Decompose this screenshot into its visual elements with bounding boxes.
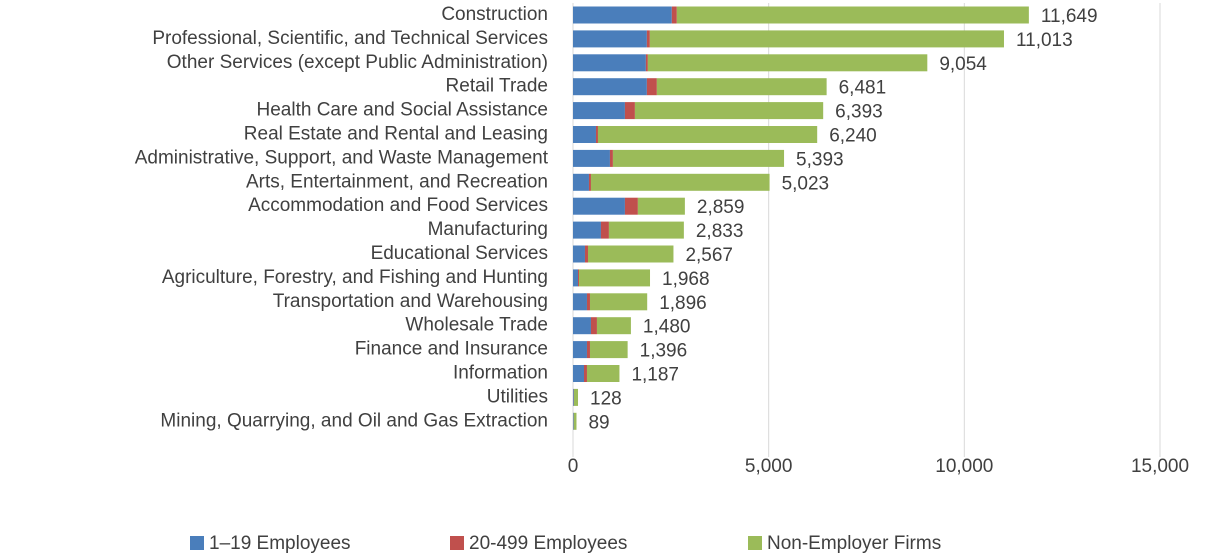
bar-segment xyxy=(656,78,827,96)
total-label: 128 xyxy=(590,388,622,409)
bar-segment xyxy=(608,221,684,239)
category-label: Real Estate and Rental and Leasing xyxy=(244,124,548,145)
bar-segment xyxy=(597,126,818,143)
category-label: Transportation and Warehousing xyxy=(273,291,548,312)
bar-segment xyxy=(584,245,588,263)
total-label: 1,480 xyxy=(643,317,691,338)
bar-segment xyxy=(573,54,646,72)
total-label: 9,054 xyxy=(939,54,987,75)
bar-segment xyxy=(573,412,574,430)
bar-segment xyxy=(573,30,647,48)
bar-segment xyxy=(573,317,591,335)
total-label: 6,240 xyxy=(829,126,877,147)
bar-segment xyxy=(573,341,587,359)
bar-segment xyxy=(624,197,638,215)
bar-segment xyxy=(586,341,590,359)
total-label: 11,013 xyxy=(1016,30,1073,51)
bar-segment xyxy=(573,245,585,263)
bar-segment xyxy=(595,126,598,143)
total-label: 5,393 xyxy=(796,149,844,170)
total-label: 6,393 xyxy=(835,102,883,123)
bar-segment xyxy=(634,102,824,120)
total-label: 1,896 xyxy=(659,293,707,314)
total-label: 5,023 xyxy=(782,173,830,194)
category-label: Wholesale Trade xyxy=(405,315,548,336)
bar-segment xyxy=(573,269,579,287)
legend-label: 1–19 Employees xyxy=(209,533,351,554)
category-label: Retail Trade xyxy=(446,76,548,97)
bar-segment xyxy=(671,6,677,24)
bar-segment xyxy=(586,293,590,311)
bar-segment xyxy=(600,221,609,239)
category-label: Educational Services xyxy=(371,243,548,264)
category-label: Agriculture, Forestry, and Fishing and H… xyxy=(162,267,548,288)
category-label: Health Care and Social Assistance xyxy=(257,100,549,121)
legend-swatch xyxy=(190,536,204,550)
bar-segment xyxy=(590,173,770,191)
total-label: 6,481 xyxy=(839,78,887,99)
total-label: 2,567 xyxy=(685,245,733,266)
bar-segment xyxy=(573,388,579,406)
bar-segment xyxy=(676,6,1029,24)
bar-segment xyxy=(583,365,587,382)
bar-segment xyxy=(589,341,628,359)
total-label: 1,187 xyxy=(631,365,679,386)
category-label: Manufacturing xyxy=(428,219,548,240)
bar-segment xyxy=(612,149,785,167)
category-label: Information xyxy=(453,363,548,384)
total-label: 1,968 xyxy=(662,269,710,290)
bar-segment xyxy=(573,149,610,167)
bar-segment xyxy=(573,412,577,430)
bar-segment xyxy=(609,149,613,167)
total-label: 2,859 xyxy=(697,197,745,218)
x-tick-label: 5,000 xyxy=(745,456,793,477)
legend-swatch xyxy=(450,536,464,550)
bar-segment xyxy=(573,78,647,96)
bar-segment xyxy=(586,365,620,382)
bar-segment xyxy=(573,173,589,191)
bar-segment xyxy=(573,293,587,311)
category-label: Professional, Scientific, and Technical … xyxy=(152,28,548,49)
legend-label: 20-499 Employees xyxy=(469,533,627,554)
bar-segment xyxy=(573,197,625,215)
bar-segment xyxy=(589,293,648,311)
x-tick-label: 15,000 xyxy=(1131,456,1189,477)
category-label: Utilities xyxy=(487,386,548,407)
total-label: 11,649 xyxy=(1041,6,1098,27)
bar-segment xyxy=(624,102,635,120)
bar-segment xyxy=(573,102,625,120)
category-label: Other Services (except Public Administra… xyxy=(167,52,548,73)
bar-segment xyxy=(590,317,597,335)
bar-segment xyxy=(588,173,591,191)
total-label: 2,833 xyxy=(696,221,744,242)
bar-segment xyxy=(646,78,657,96)
total-label: 89 xyxy=(588,412,609,433)
bar-segment xyxy=(578,269,651,287)
bar-segment xyxy=(645,54,648,72)
bar-segment xyxy=(596,317,631,335)
bar-segment xyxy=(649,30,1004,48)
bar-segment xyxy=(573,6,672,24)
bar-segment xyxy=(587,245,674,263)
category-label: Accommodation and Food Services xyxy=(248,195,548,216)
bar-segment xyxy=(573,126,596,143)
bar-segment xyxy=(646,30,650,48)
x-tick-label: 10,000 xyxy=(935,456,993,477)
legend-swatch xyxy=(748,536,762,550)
category-label: Construction xyxy=(441,4,548,25)
bar-segment xyxy=(573,365,584,382)
bar-segment xyxy=(573,388,574,406)
category-label: Arts, Entertainment, and Recreation xyxy=(246,171,548,192)
legend-label: Non-Employer Firms xyxy=(767,533,941,554)
category-label: Finance and Insurance xyxy=(355,339,548,360)
x-tick-label: 0 xyxy=(568,456,579,477)
total-label: 1,396 xyxy=(640,341,688,362)
bar-segment xyxy=(647,54,928,72)
category-label: Mining, Quarrying, and Oil and Gas Extra… xyxy=(160,410,548,431)
bar-segment xyxy=(578,269,579,287)
bar-segment xyxy=(637,197,685,215)
category-label: Administrative, Support, and Waste Manag… xyxy=(135,147,549,168)
bar-segment xyxy=(573,221,601,239)
